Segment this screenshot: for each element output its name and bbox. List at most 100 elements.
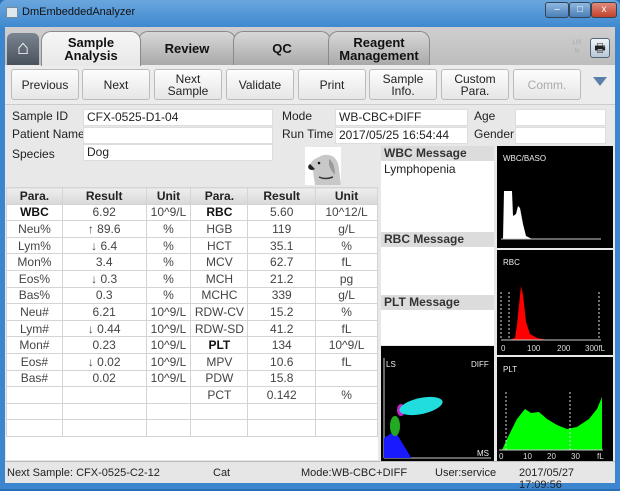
age-field[interactable] [515,109,606,126]
table-row: Lym# ↓ 0.44 10^9/L RDW-SD 41.2 fL [6,319,378,338]
gender-label: Gender [474,127,515,141]
scatter-canvas [383,358,491,459]
button-label: Print [319,77,345,92]
table-cell: ↓ 0.02 [61,352,147,371]
table-cell: 62.7 [247,253,317,271]
table-cell: % [145,253,192,271]
print-button[interactable]: Print [298,69,366,100]
table-cell: 10^9/L [145,303,192,321]
table-cell: % [315,386,378,404]
tab-label: Management [339,47,419,63]
run-time-field[interactable]: 2017/05/25 16:54:44 [335,127,468,144]
next-button[interactable]: Next [82,69,150,100]
tab-review[interactable]: Review [138,31,236,65]
rbc-message-panel: RBC Message [381,232,494,295]
plt-histogram-title: PLT [503,365,518,374]
custom-para-button[interactable]: Custom Para. [441,69,509,100]
tab-label: QC [272,41,292,56]
tab-qc[interactable]: QC [233,31,331,65]
status-datetime: 2017/05/27 17:09:56 [519,467,575,491]
column-header: Para. [190,187,249,205]
plt-message-title: PLT Message [381,295,494,310]
table-cell: RBC [190,203,249,222]
maximize-button[interactable]: □ [569,2,591,18]
toolbar: Previous Next Next Sample Validate Print Sampl… [5,65,615,105]
close-button[interactable]: x [591,2,617,18]
plt-histogram-curve [502,397,602,450]
wbc-message-title: WBC Message [381,146,494,161]
tab-sample-analysis[interactable]: Sample Analysis [41,31,141,66]
table-cell: Eos# [6,352,63,371]
table-cell: Eos% [6,269,63,288]
table-cell [247,402,317,421]
table-cell: WBC [6,203,63,222]
table-cell: 10^9/L [145,369,192,388]
age-label: Age [474,109,496,123]
table-cell: % [145,220,192,238]
table-cell [247,419,317,437]
mode-field[interactable]: WB-CBC+DIFF [335,109,468,126]
cluster-blue [384,431,411,458]
table-cell: 35.1 [247,236,317,255]
rbc-message-text [381,247,494,249]
table-cell: 15.8 [247,369,317,388]
species-field[interactable]: Dog [83,144,273,161]
table-cell: 339 [247,286,317,305]
table-cell: HGB [190,220,249,238]
table-cell [61,419,147,437]
scatter-y-label: LS [386,360,396,369]
table-cell: 10^9/L [145,319,192,338]
plt-message-panel: PLT Message [381,295,494,345]
button-label: Sample Info. [382,71,424,98]
patient-name-field[interactable] [83,127,273,144]
tick-label: 100 [527,344,541,353]
table-cell: Bas% [6,286,63,305]
table-cell: 5.60 [247,203,317,222]
column-header: Unit [315,187,378,205]
status-mode: Mode:WB-CBC+DIFF [301,467,408,479]
rbc-histogram-canvas: 0 100 200 300fL [500,286,606,353]
tab-bar: ⌂ Sample Analysis Review QC Reagent Manage… [5,27,615,66]
tick-label: 300fL [585,344,606,353]
table-cell: 0.3 [61,286,147,305]
more-dropdown-icon[interactable] [593,77,607,86]
sample-id-field[interactable]: CFX-0525-D1-04 [83,109,273,126]
sample-info-button[interactable]: Sample Info. [369,69,437,100]
cluster-green [390,416,400,436]
table-row: PCT 0.142% [6,386,378,404]
table-cell: Lym# [6,319,63,338]
table-cell: Lym% [6,236,63,255]
table-cell: RDW-CV [190,303,249,321]
table-row: Eos# ↓ 0.02 10^9/L MPV 10.6 fL [6,352,378,371]
gender-field[interactable] [515,127,606,144]
table-cell: 119 [247,220,317,238]
table-cell: RDW-SD [190,319,249,338]
table-cell: 10^12/L [315,203,378,222]
column-header: Para. [6,187,63,205]
table-cell: Bas# [6,369,63,388]
table-cell [190,402,249,421]
table-cell [6,419,63,437]
home-icon[interactable]: ⌂ [7,33,39,65]
table-cell: % [145,286,192,305]
tab-reagent-management[interactable]: Reagent Management [328,31,430,65]
validate-button[interactable]: Validate [226,69,294,100]
table-cell: 41.2 [247,319,317,338]
comm-button[interactable]: Comm. [513,69,581,100]
previous-button[interactable]: Previous [11,69,79,100]
app-icon [6,7,18,18]
tab-label: Analysis [64,48,118,63]
lis-icon[interactable]: LIS ⇆ [572,40,582,54]
next-sample-button[interactable]: Next Sample [154,69,222,100]
table-cell: MCV [190,253,249,271]
column-header: Result [247,187,317,205]
table-cell: g/L [315,220,378,238]
window-title: DmEmbeddedAnalyzer [22,6,136,18]
minimize-button[interactable]: – [545,2,569,18]
table-row: Bas# 0.02 10^9/L PDW 15.8 [6,369,378,388]
printer-icon[interactable]: 🖶 [590,38,610,58]
species-label: Species [12,147,55,161]
table-cell: MCH [190,269,249,288]
table-row: Neu# 6.21 10^9/L RDW-CV 15.2% [6,303,378,321]
table-cell: Neu% [6,220,63,238]
